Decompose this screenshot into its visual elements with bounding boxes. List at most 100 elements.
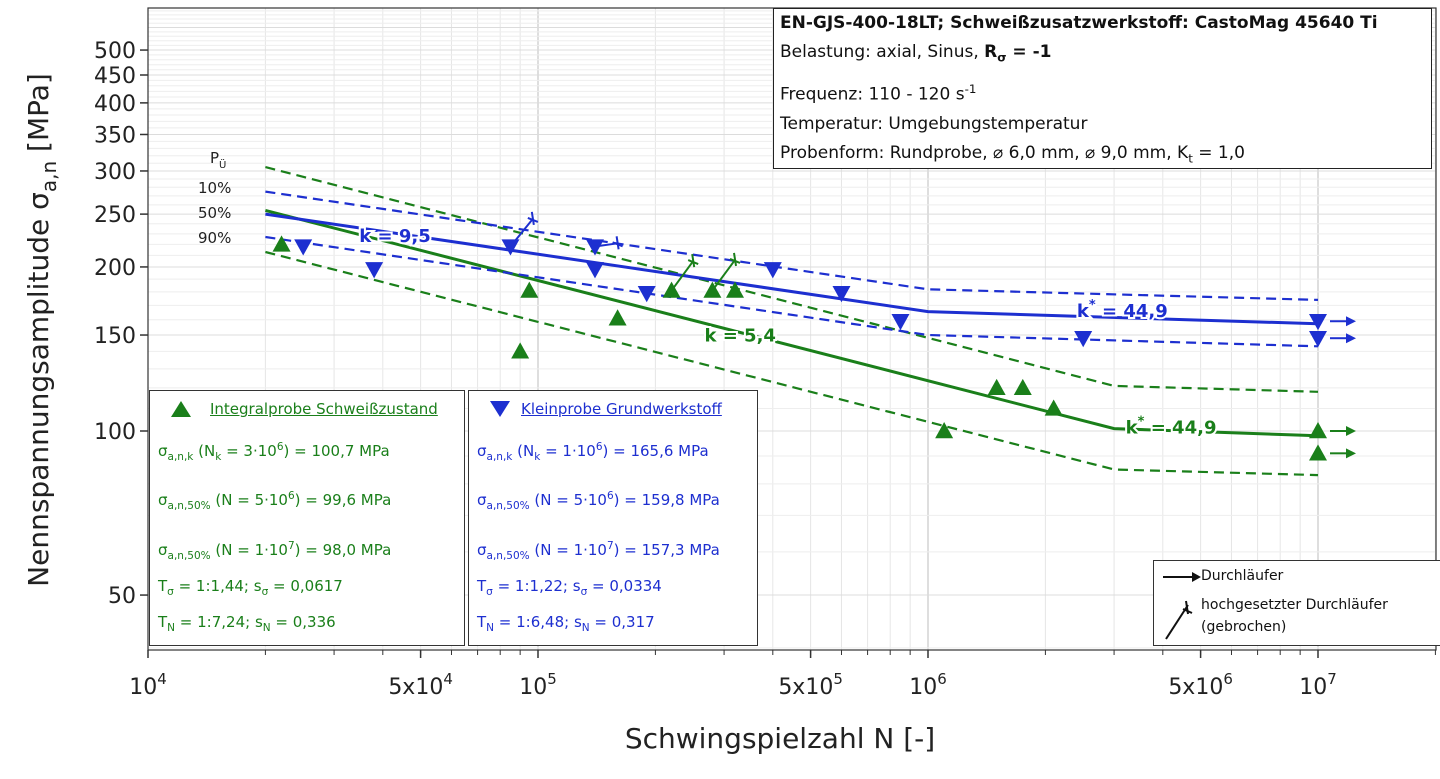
runout-arrow-head — [1346, 426, 1356, 436]
data-points — [272, 211, 1356, 461]
y-tick-label: 500 — [94, 39, 136, 64]
runout-arrow-head — [1346, 316, 1356, 327]
green-row-2: σa,n,50% (N = 5·106) = 99,6 MPa — [158, 490, 392, 512]
series-1-p10-curve — [265, 190, 1319, 301]
series-0-slope-label: k = 5,4 — [704, 325, 775, 346]
raised-runout-mark — [615, 236, 620, 250]
raised-runout-label-2: (gebrochen) — [1201, 619, 1287, 635]
green-row-3: σa,n,50% (N = 1·107) = 98,0 MPa — [158, 540, 392, 562]
pu-labels: PÜ 10% 50% 90% — [198, 149, 231, 247]
data-point — [935, 422, 954, 439]
info-frequency: Frequenz: 110 - 120 s-1 — [780, 82, 977, 106]
y-tick-label: 100 — [94, 420, 136, 445]
series-0-p90-curve — [265, 250, 1319, 477]
y-tick-label: 250 — [94, 203, 136, 228]
pu-50: 50% — [198, 204, 231, 222]
y-tick-label: 300 — [94, 160, 136, 185]
series-0-p10-curve — [265, 166, 1319, 393]
x-tick-label: 5x104 — [388, 670, 453, 700]
data-point — [501, 239, 520, 256]
x-tick-label: 107 — [1299, 670, 1337, 700]
y-tick-label: 350 — [94, 123, 136, 148]
series-1-p50-curve — [265, 212, 1319, 326]
curve-labels: k = 5,4 k* = 44,9 k = 9,5 k* = 44,9 — [357, 224, 1218, 440]
pu-title: PÜ — [210, 149, 226, 171]
data-point — [1013, 378, 1032, 396]
runout-arrow-head — [1346, 333, 1356, 344]
green-row-1: σa,n,k (Nk = 3·106) = 100,7 MPa — [158, 441, 390, 463]
info-box: EN-GJS-400-18LT; Schweißzusatzwerkstoff:… — [773, 8, 1432, 169]
raised-runout — [670, 260, 695, 292]
runout-label: Durchläufer — [1201, 568, 1284, 584]
green-legend-title: Integralprobe Schweißzustand — [210, 400, 438, 418]
raised-runout-icon — [1165, 600, 1193, 640]
blue-row-4: Tσ = 1:1,22; sσ = 0,0334 — [477, 577, 662, 598]
series-1-p90-curve — [265, 235, 1319, 348]
x-axis-label: Schwingspielzahl N [-] — [625, 722, 935, 755]
data-point — [891, 314, 910, 331]
runout-legend: Durchläufer hochgesetzter Durchläufer (g… — [1153, 560, 1440, 646]
data-point — [608, 309, 627, 326]
x-tick-label: 105 — [519, 670, 557, 700]
x-tick-label: 5x106 — [1168, 670, 1233, 700]
curves — [265, 166, 1319, 477]
legend-green: Integralprobe Schweißzustand σa,n,k (Nk … — [149, 390, 465, 646]
blue-row-3: σa,n,50% (N = 1·107) = 157,3 MPa — [477, 540, 720, 562]
green-row-5: TN = 1:7,24; sN = 0,336 — [158, 613, 336, 634]
series-1-knee-label: k* = 44,9 — [1077, 298, 1168, 322]
legend-blue: Kleinprobe Grundwerkstoff σa,n,k (Nk = 1… — [468, 390, 758, 646]
raised-runout-label-1: hochgesetzter Durchläufer — [1201, 597, 1388, 613]
data-point — [987, 378, 1006, 396]
green-triangle-icon — [171, 401, 191, 417]
data-point — [763, 262, 782, 279]
data-point — [585, 239, 604, 256]
data-point — [520, 281, 539, 298]
blue-legend-title: Kleinprobe Grundwerkstoff — [521, 400, 722, 418]
y-tick-label: 450 — [94, 64, 136, 89]
data-point — [1074, 331, 1093, 348]
x-tick-label: 5x105 — [778, 670, 843, 700]
data-point — [272, 235, 291, 252]
data-point — [294, 239, 313, 256]
raised-runout — [711, 259, 736, 292]
pu-10: 10% — [198, 179, 231, 197]
series-0-knee-label: k* = 44,9 — [1126, 414, 1217, 438]
data-point — [511, 342, 530, 359]
y-tick-label: 50 — [108, 584, 136, 609]
runout-arrow-head — [1346, 448, 1356, 459]
info-title: EN-GJS-400-18LT; Schweißzusatzwerkstoff:… — [780, 13, 1378, 33]
data-point — [365, 262, 384, 279]
runout-arrow-icon — [1163, 572, 1201, 582]
data-point — [726, 281, 745, 298]
data-point — [1044, 399, 1063, 416]
y-tick-label: 200 — [94, 256, 136, 281]
series-0-p50-curve — [265, 208, 1319, 438]
y-tick-label: 400 — [94, 92, 136, 117]
data-point — [585, 262, 604, 279]
y-axis-label: Nennspannungsamplitude σa,n [MPa] — [22, 73, 61, 587]
y-tick-label: 150 — [94, 324, 136, 349]
blue-row-2: σa,n,50% (N = 5·106) = 159,8 MPa — [477, 490, 720, 512]
data-point — [1309, 314, 1327, 331]
data-point — [832, 285, 851, 303]
x-tick-label: 104 — [129, 670, 167, 700]
info-specimen: Probenform: Rundprobe, ⌀ 6,0 mm, ⌀ 9,0 m… — [780, 143, 1245, 166]
data-point — [637, 285, 656, 303]
pu-90: 90% — [198, 229, 231, 247]
series-1-slope-label: k = 9,5 — [359, 226, 430, 247]
x-tick-label: 106 — [909, 670, 947, 700]
raised-runout-mark — [691, 253, 696, 268]
blue-row-5: TN = 1:6,48; sN = 0,317 — [477, 613, 655, 634]
green-row-4: Tσ = 1:1,44; sσ = 0,0617 — [158, 577, 343, 598]
info-temperature: Temperatur: Umgebungstemperatur — [780, 114, 1088, 135]
data-point — [1309, 422, 1327, 439]
raised-runout-mark — [733, 252, 737, 267]
data-point — [1309, 331, 1327, 348]
blue-triangle-icon — [490, 401, 510, 417]
info-load: Belastung: axial, Sinus, Rσ = -1 — [780, 42, 1052, 65]
raised-runout — [509, 218, 534, 248]
data-point — [1309, 444, 1327, 461]
raised-runout-mark — [530, 211, 535, 226]
blue-row-1: σa,n,k (Nk = 1·106) = 165,6 MPa — [477, 441, 709, 463]
